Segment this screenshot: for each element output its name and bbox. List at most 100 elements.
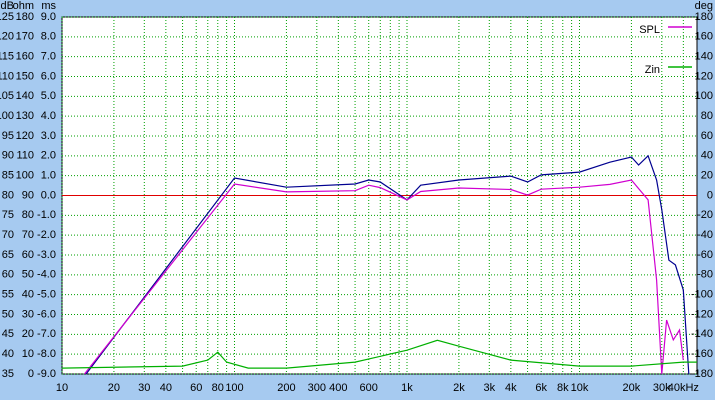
y-tick-label: 140 xyxy=(16,90,34,102)
y-tick-label: 40 xyxy=(22,289,34,301)
y-tick-label: 90 xyxy=(22,189,34,201)
axis-label: ms xyxy=(41,0,56,12)
y-tick-label: 75 xyxy=(2,209,14,221)
y-tick-label: 35 xyxy=(2,368,14,380)
y-tick-label: 100 xyxy=(16,170,34,182)
y-tick-label: 85 xyxy=(2,170,14,182)
y-tick-label: 170 xyxy=(16,31,34,43)
x-tick-label: 10 xyxy=(56,382,68,394)
y-tick-label: -5.0 xyxy=(37,289,56,301)
y-tick-label: 80 xyxy=(2,189,14,201)
x-tick-label: 600 xyxy=(360,382,378,394)
y-tick-label: -120 xyxy=(691,308,713,320)
y-tick-label: 110 xyxy=(16,150,34,162)
x-tick-label: 80 xyxy=(212,382,224,394)
y-tick-label: 50 xyxy=(2,308,14,320)
y-tick-label: 160 xyxy=(695,31,713,43)
y-tick-label: -60 xyxy=(697,249,713,261)
series-line xyxy=(61,339,697,369)
y-tick-label: 0.0 xyxy=(41,189,56,201)
y-tick-label: 60 xyxy=(2,269,14,281)
x-tick-label: 30k xyxy=(653,382,671,394)
x-tick-label: 30 xyxy=(138,382,150,394)
y-tick-label: -140 xyxy=(691,328,713,340)
y-tick-label: 70 xyxy=(2,229,14,241)
y-tick-label: 4.0 xyxy=(41,110,56,122)
y-tick-label: 40 xyxy=(2,348,14,360)
y-tick-label: -40 xyxy=(697,229,713,241)
x-tick-label: 4k xyxy=(505,382,517,394)
y-tick-label: 2.0 xyxy=(41,150,56,162)
y-tick-label: 130 xyxy=(16,110,34,122)
y-tick-label: 120 xyxy=(0,31,14,43)
y-tick-label: 40 xyxy=(701,150,713,162)
y-tick-label: 80 xyxy=(22,209,34,221)
y-tick-label: 50 xyxy=(22,269,34,281)
axis-label: dB xyxy=(1,0,14,12)
y-tick-label: 105 xyxy=(0,90,14,102)
y-tick-label: 110 xyxy=(0,70,14,82)
y-tick-label: 5.0 xyxy=(41,90,56,102)
y-tick-label: 0 xyxy=(707,189,713,201)
y-tick-label: 160 xyxy=(16,51,34,63)
x-tick-label: 20 xyxy=(108,382,120,394)
y-tick-label: 30 xyxy=(22,308,34,320)
y-tick-label: 90 xyxy=(2,150,14,162)
legend-label: Zin xyxy=(645,64,660,76)
y-tick-label: 70 xyxy=(22,229,34,241)
x-tick-label: 3k xyxy=(483,382,495,394)
x-tick-label: 8k xyxy=(557,382,569,394)
series-line xyxy=(84,179,684,375)
y-tick-label: 140 xyxy=(695,51,713,63)
y-tick-label: 95 xyxy=(2,130,14,142)
y-tick-label: 45 xyxy=(2,328,14,340)
y-tick-label: 150 xyxy=(16,70,34,82)
y-tick-label: 80 xyxy=(701,110,713,122)
y-tick-label: 55 xyxy=(2,289,14,301)
x-tick-label: 40kHz xyxy=(668,382,699,394)
y-tick-label: -9.0 xyxy=(37,368,56,380)
y-tick-label: -3.0 xyxy=(37,249,56,261)
y-tick-label: 1.0 xyxy=(41,170,56,182)
x-tick-label: 6k xyxy=(535,382,547,394)
x-tick-label: 400 xyxy=(329,382,347,394)
y-tick-label: 8.0 xyxy=(41,31,56,43)
y-tick-label: 20 xyxy=(701,170,713,182)
x-tick-label: 300 xyxy=(308,382,326,394)
y-tick-label: -2.0 xyxy=(37,229,56,241)
y-tick-label: -160 xyxy=(691,348,713,360)
y-tick-label: -8.0 xyxy=(37,348,56,360)
y-tick-label: -20 xyxy=(697,209,713,221)
legend-label: SPL xyxy=(639,24,660,36)
y-tick-label: -7.0 xyxy=(37,328,56,340)
y-tick-label: 10 xyxy=(22,348,34,360)
x-tick-label: 2k xyxy=(453,382,465,394)
y-tick-label: 115 xyxy=(0,51,14,63)
y-tick-label: -80 xyxy=(697,269,713,281)
y-tick-label: 100 xyxy=(695,90,713,102)
x-tick-label: 40 xyxy=(160,382,172,394)
y-tick-label: -4.0 xyxy=(37,269,56,281)
x-tick-label: 10k xyxy=(571,382,589,394)
y-tick-label: 7.0 xyxy=(41,51,56,63)
y-tick-label: 0 xyxy=(28,368,34,380)
y-tick-label: -6.0 xyxy=(37,308,56,320)
y-tick-label: 20 xyxy=(22,328,34,340)
axis-label: deg xyxy=(695,0,713,12)
y-tick-label: 180 xyxy=(695,11,713,23)
y-tick-label: 6.0 xyxy=(41,70,56,82)
y-tick-label: 60 xyxy=(701,130,713,142)
x-tick-label: 60 xyxy=(190,382,202,394)
x-tick-label: 20k xyxy=(623,382,641,394)
x-tick-label: 1k xyxy=(401,382,413,394)
y-tick-label: 180 xyxy=(16,11,34,23)
x-tick-label: 200 xyxy=(277,382,295,394)
series-line xyxy=(85,154,690,375)
axis-label: ohm xyxy=(13,0,34,12)
y-tick-label: -180 xyxy=(691,368,713,380)
y-tick-label: 3.0 xyxy=(41,130,56,142)
y-tick-label: 120 xyxy=(695,70,713,82)
y-tick-label: 125 xyxy=(0,11,14,23)
